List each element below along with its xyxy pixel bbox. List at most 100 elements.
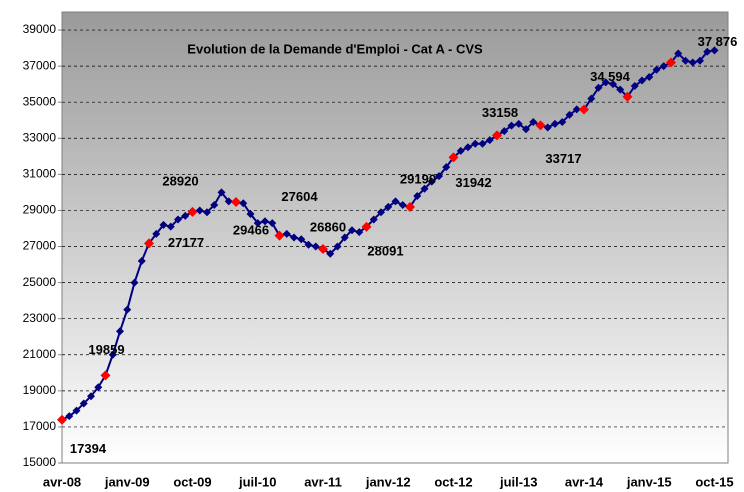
data-point [311,242,320,251]
data-point [609,80,617,89]
chart-title: Evolution de la Demande d'Emploi - Cat A… [187,41,483,56]
data-point [355,228,364,237]
data-point [290,233,298,242]
data-point [478,139,487,148]
x-tick-label: janv-09 [104,474,150,489]
data-point [427,177,436,186]
data-point [514,119,523,128]
data-point [72,406,81,415]
data-point [333,242,342,251]
data-point [57,414,67,425]
y-tick-label: 15000 [23,455,57,469]
data-point [413,192,422,201]
y-tick-label: 23000 [23,311,57,325]
x-tick-label: janv-12 [365,474,411,489]
data-point [638,76,646,85]
data-point [420,184,429,193]
data-point [703,47,712,56]
data-point [594,83,603,92]
y-tick-label: 27000 [23,239,57,253]
data-point [224,197,233,206]
x-tick-label: oct-09 [173,474,211,489]
data-point [674,49,683,58]
y-tick-label: 25000 [23,275,57,289]
data-point [681,56,690,65]
data-point [130,278,139,287]
y-tick-label: 39000 [23,22,57,36]
data-point [377,208,385,217]
data-point [405,202,415,213]
data-point [384,202,393,211]
data-label: 26860 [310,219,346,234]
data-point [551,119,559,128]
data-point [558,118,567,127]
x-tick-label: juil-10 [238,474,277,489]
data-point [181,211,190,220]
data-point [144,238,154,249]
data-point [268,219,277,228]
data-point [87,392,95,401]
data-point [159,220,168,229]
data-point [522,125,530,134]
data-point [282,229,291,238]
data-point [652,65,661,74]
data-label: 31942 [455,175,491,190]
y-tick-label: 21000 [23,347,57,361]
data-point [297,235,306,244]
data-point [645,72,654,81]
data-point [485,136,494,145]
data-label: 17394 [70,441,107,456]
data-point [696,56,704,65]
data-point [340,233,349,242]
data-point [529,118,538,127]
data-point [587,94,596,103]
data-label: 33158 [482,105,518,120]
data-point [666,57,676,68]
data-point [442,163,451,172]
data-point [448,152,459,163]
data-point [601,78,610,87]
data-point [253,219,262,228]
data-point [688,58,697,67]
data-point [195,206,204,215]
data-point [65,412,74,421]
y-tick-label: 17000 [23,419,57,433]
data-point [261,217,269,226]
data-point [79,399,88,408]
data-point [123,305,132,314]
data-label: 29466 [233,222,269,237]
x-tick-label: oct-12 [434,474,472,489]
data-label: 27177 [168,235,204,250]
data-label: 34 594 [590,69,631,84]
x-tick-label: avr-14 [565,474,604,489]
data-point [108,350,117,359]
data-point [507,121,516,130]
x-tick-label: janv-15 [626,474,672,489]
data-label: 29190 [400,171,436,186]
data-label: 28091 [367,243,403,258]
data-point [210,201,219,210]
data-point [231,197,241,208]
data-point [326,249,335,258]
data-point [203,208,211,217]
y-tick-label: 29000 [23,203,57,217]
data-point [391,197,400,206]
data-point [622,91,633,102]
data-point [174,215,182,224]
y-tick-label: 33000 [23,130,57,144]
data-point [456,146,465,155]
data-point [94,383,103,392]
data-point [710,46,719,55]
data-point [616,85,625,94]
data-point [500,127,509,136]
data-point [565,110,574,119]
data-point [116,327,124,336]
data-point [239,199,248,208]
data-point [361,221,372,232]
data-point [630,81,639,90]
data-label: 27604 [281,189,318,204]
data-label: 28920 [162,173,198,188]
data-point [572,105,581,114]
data-point [535,120,546,131]
x-tick-label: juil-13 [499,474,538,489]
